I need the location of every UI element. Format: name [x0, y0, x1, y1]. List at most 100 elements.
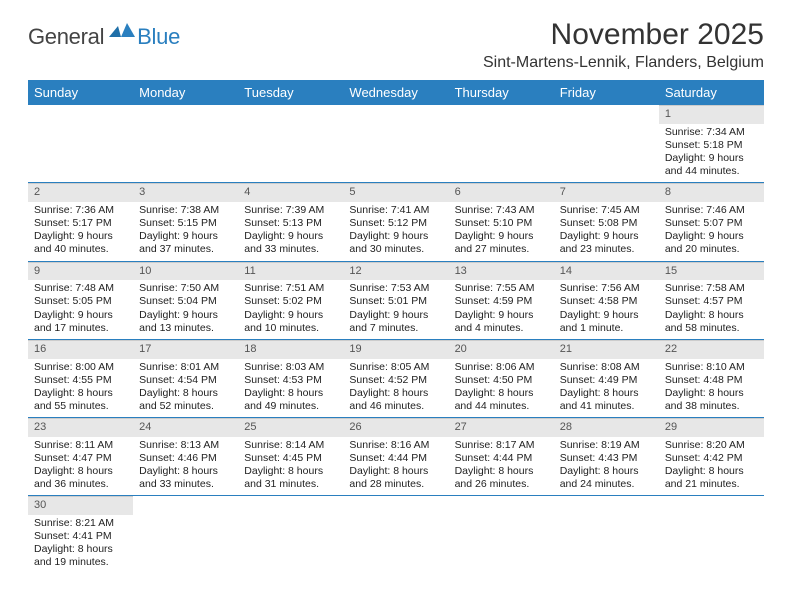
day-cell: .: [133, 105, 238, 183]
week-row: 23Sunrise: 8:11 AMSunset: 4:47 PMDayligh…: [28, 418, 764, 496]
day-cell: 8Sunrise: 7:46 AMSunset: 5:07 PMDaylight…: [659, 183, 764, 261]
day-body: Sunrise: 7:48 AMSunset: 5:05 PMDaylight:…: [28, 280, 133, 339]
logo-text-main: General: [28, 24, 104, 50]
day-body: Sunrise: 8:14 AMSunset: 4:45 PMDaylight:…: [238, 437, 343, 496]
day-number: 13: [449, 262, 554, 281]
day-line-day2: and 46 minutes.: [349, 400, 442, 413]
day-line-day1: Daylight: 9 hours: [560, 309, 653, 322]
day-body: Sunrise: 7:58 AMSunset: 4:57 PMDaylight:…: [659, 280, 764, 339]
day-line-sunset: Sunset: 4:45 PM: [244, 452, 337, 465]
day-line-day1: Daylight: 8 hours: [560, 465, 653, 478]
day-cell: 7Sunrise: 7:45 AMSunset: 5:08 PMDaylight…: [554, 183, 659, 261]
day-cell: 5Sunrise: 7:41 AMSunset: 5:12 PMDaylight…: [343, 183, 448, 261]
day-line-day1: Daylight: 9 hours: [34, 309, 127, 322]
day-body: Sunrise: 8:16 AMSunset: 4:44 PMDaylight:…: [343, 437, 448, 496]
day-cell: 14Sunrise: 7:56 AMSunset: 4:58 PMDayligh…: [554, 261, 659, 339]
day-body: Sunrise: 8:06 AMSunset: 4:50 PMDaylight:…: [449, 359, 554, 418]
day-number: 23: [28, 418, 133, 437]
day-number: 29: [659, 418, 764, 437]
day-body: Sunrise: 7:36 AMSunset: 5:17 PMDaylight:…: [28, 202, 133, 261]
day-body: Sunrise: 7:43 AMSunset: 5:10 PMDaylight:…: [449, 202, 554, 261]
day-line-day1: Daylight: 8 hours: [665, 387, 758, 400]
day-line-day2: and 40 minutes.: [34, 243, 127, 256]
day-number: 19: [343, 340, 448, 359]
day-cell: 12Sunrise: 7:53 AMSunset: 5:01 PMDayligh…: [343, 261, 448, 339]
day-body: Sunrise: 7:38 AMSunset: 5:15 PMDaylight:…: [133, 202, 238, 261]
day-body: Sunrise: 8:08 AMSunset: 4:49 PMDaylight:…: [554, 359, 659, 418]
day-line-sunrise: Sunrise: 8:14 AM: [244, 439, 337, 452]
col-saturday: Saturday: [659, 80, 764, 105]
week-row: . . . . . . 1Sunrise: 7:34 AMSunset: 5:1…: [28, 105, 764, 183]
day-cell: 4Sunrise: 7:39 AMSunset: 5:13 PMDaylight…: [238, 183, 343, 261]
day-line-day1: Daylight: 8 hours: [349, 465, 442, 478]
calendar-table: Sunday Monday Tuesday Wednesday Thursday…: [28, 80, 764, 574]
day-line-sunrise: Sunrise: 8:00 AM: [34, 361, 127, 374]
day-line-day1: Daylight: 8 hours: [665, 309, 758, 322]
week-row: 2Sunrise: 7:36 AMSunset: 5:17 PMDaylight…: [28, 183, 764, 261]
col-sunday: Sunday: [28, 80, 133, 105]
day-line-sunset: Sunset: 5:04 PM: [139, 295, 232, 308]
day-line-day2: and 36 minutes.: [34, 478, 127, 491]
day-number: 12: [343, 262, 448, 281]
day-line-day2: and 19 minutes.: [34, 556, 127, 569]
day-line-day1: Daylight: 8 hours: [665, 465, 758, 478]
day-line-sunset: Sunset: 4:57 PM: [665, 295, 758, 308]
day-number: 2: [28, 183, 133, 202]
day-line-day1: Daylight: 8 hours: [139, 387, 232, 400]
day-number: 27: [449, 418, 554, 437]
day-body: Sunrise: 7:55 AMSunset: 4:59 PMDaylight:…: [449, 280, 554, 339]
day-line-sunrise: Sunrise: 7:50 AM: [139, 282, 232, 295]
day-number: 6: [449, 183, 554, 202]
title-block: November 2025 Sint-Martens-Lennik, Fland…: [483, 18, 764, 72]
day-line-day1: Daylight: 9 hours: [665, 152, 758, 165]
day-cell: 30Sunrise: 8:21 AMSunset: 4:41 PMDayligh…: [28, 496, 133, 574]
day-body: Sunrise: 8:13 AMSunset: 4:46 PMDaylight:…: [133, 437, 238, 496]
day-line-sunset: Sunset: 4:58 PM: [560, 295, 653, 308]
day-line-day1: Daylight: 9 hours: [139, 309, 232, 322]
day-line-sunrise: Sunrise: 7:39 AM: [244, 204, 337, 217]
day-line-sunset: Sunset: 5:07 PM: [665, 217, 758, 230]
day-line-day1: Daylight: 8 hours: [139, 465, 232, 478]
day-line-day2: and 31 minutes.: [244, 478, 337, 491]
day-line-day2: and 7 minutes.: [349, 322, 442, 335]
day-number: 18: [238, 340, 343, 359]
day-number: 4: [238, 183, 343, 202]
day-line-day2: and 1 minute.: [560, 322, 653, 335]
day-line-day2: and 20 minutes.: [665, 243, 758, 256]
day-line-day2: and 26 minutes.: [455, 478, 548, 491]
day-cell: 22Sunrise: 8:10 AMSunset: 4:48 PMDayligh…: [659, 339, 764, 417]
day-body: Sunrise: 7:41 AMSunset: 5:12 PMDaylight:…: [343, 202, 448, 261]
day-line-day1: Daylight: 8 hours: [34, 465, 127, 478]
day-line-day1: Daylight: 9 hours: [34, 230, 127, 243]
day-number: 11: [238, 262, 343, 281]
day-line-sunrise: Sunrise: 7:53 AM: [349, 282, 442, 295]
day-line-day1: Daylight: 9 hours: [455, 309, 548, 322]
day-cell: 1Sunrise: 7:34 AMSunset: 5:18 PMDaylight…: [659, 105, 764, 183]
flag-icon: [109, 23, 135, 48]
day-body: Sunrise: 8:00 AMSunset: 4:55 PMDaylight:…: [28, 359, 133, 418]
day-line-sunset: Sunset: 5:02 PM: [244, 295, 337, 308]
day-line-sunset: Sunset: 4:41 PM: [34, 530, 127, 543]
day-body: Sunrise: 7:51 AMSunset: 5:02 PMDaylight:…: [238, 280, 343, 339]
day-body: Sunrise: 8:01 AMSunset: 4:54 PMDaylight:…: [133, 359, 238, 418]
day-line-sunset: Sunset: 4:46 PM: [139, 452, 232, 465]
day-body: Sunrise: 7:53 AMSunset: 5:01 PMDaylight:…: [343, 280, 448, 339]
day-number: 10: [133, 262, 238, 281]
day-number: 25: [238, 418, 343, 437]
day-line-day1: Daylight: 8 hours: [244, 387, 337, 400]
logo-text-blue: Blue: [137, 24, 180, 50]
day-line-day2: and 55 minutes.: [34, 400, 127, 413]
day-cell: .: [449, 496, 554, 574]
day-line-sunrise: Sunrise: 8:08 AM: [560, 361, 653, 374]
day-line-day2: and 44 minutes.: [455, 400, 548, 413]
day-body: Sunrise: 7:39 AMSunset: 5:13 PMDaylight:…: [238, 202, 343, 261]
day-line-sunset: Sunset: 4:42 PM: [665, 452, 758, 465]
day-line-sunrise: Sunrise: 7:48 AM: [34, 282, 127, 295]
day-line-day1: Daylight: 9 hours: [349, 230, 442, 243]
day-number: 1: [659, 105, 764, 124]
day-cell: 15Sunrise: 7:58 AMSunset: 4:57 PMDayligh…: [659, 261, 764, 339]
day-cell: 24Sunrise: 8:13 AMSunset: 4:46 PMDayligh…: [133, 418, 238, 496]
day-line-day2: and 38 minutes.: [665, 400, 758, 413]
day-line-day2: and 49 minutes.: [244, 400, 337, 413]
day-body: Sunrise: 7:45 AMSunset: 5:08 PMDaylight:…: [554, 202, 659, 261]
